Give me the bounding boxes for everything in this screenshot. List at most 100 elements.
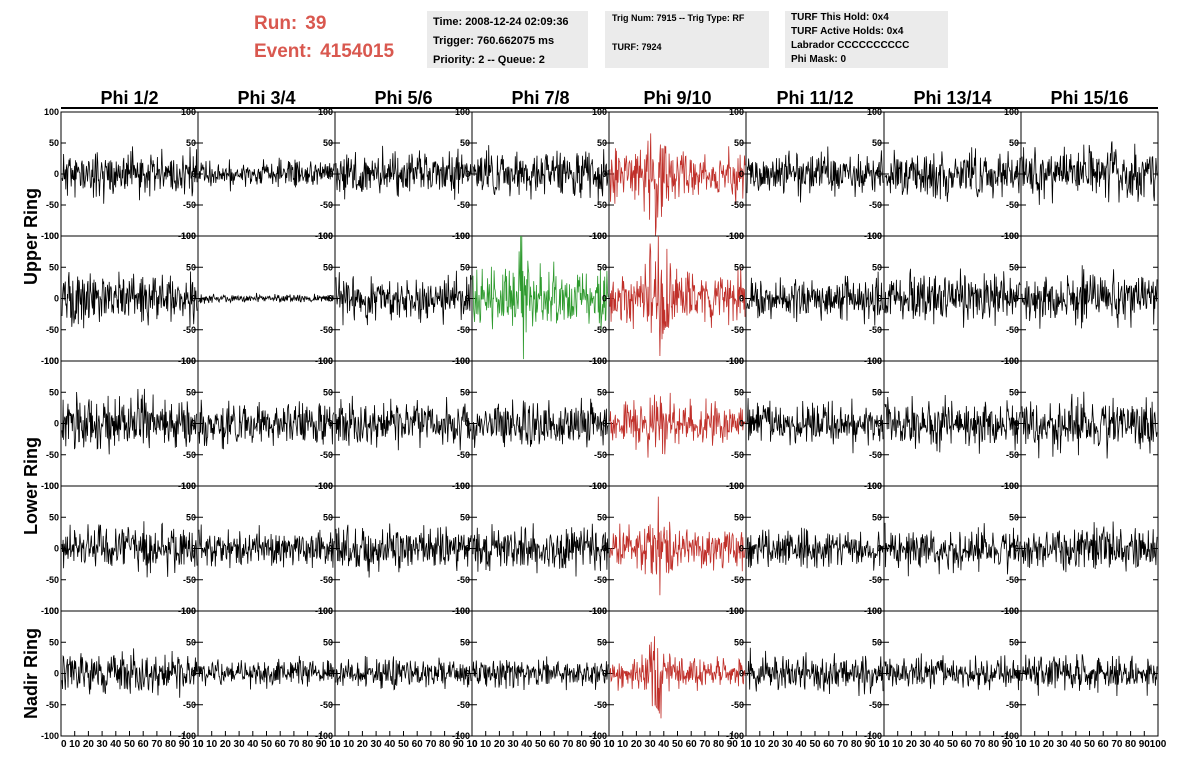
y-tick-label: -50	[869, 450, 882, 460]
waveform-trace	[1021, 391, 1158, 459]
y-tick-label: 50	[597, 138, 607, 148]
event-label: Event:	[254, 41, 313, 62]
y-tick-label: 50	[323, 637, 333, 647]
waveform-trace	[609, 235, 746, 357]
column-title-2: Phi 3/4	[237, 88, 295, 108]
x-tick-label: 0	[884, 739, 890, 750]
y-tick-label: 100	[592, 231, 607, 241]
y-tick-label: -100	[41, 481, 59, 491]
panel-frame	[471, 485, 610, 612]
y-tick-label: 100	[44, 606, 59, 616]
y-tick-label: 100	[1004, 231, 1019, 241]
x-tick-label: 40	[796, 739, 808, 750]
y-tick-label: 50	[734, 138, 744, 148]
y-tick-label: 0	[1014, 544, 1019, 554]
y-tick-label: 0	[739, 169, 744, 179]
x-tick-label: 70	[562, 739, 574, 750]
x-tick-label: 20	[83, 739, 95, 750]
y-tick-label: -50	[731, 700, 744, 710]
x-tick-label: 60	[961, 739, 973, 750]
waveform-trace	[472, 145, 609, 203]
y-tick-label: 100	[729, 231, 744, 241]
y-tick-label: 100	[867, 231, 882, 241]
y-tick-label: 0	[328, 294, 333, 304]
waveform-trace	[61, 146, 198, 204]
y-tick-label: 0	[602, 169, 607, 179]
x-tick-label: 60	[1098, 739, 1110, 750]
waveform-trace	[609, 133, 746, 237]
x-tick-label: 50	[398, 739, 410, 750]
y-tick-label: -50	[320, 450, 333, 460]
y-tick-label: -50	[1006, 200, 1019, 210]
y-tick-label: -50	[320, 200, 333, 210]
x-tick-label: 70	[288, 739, 300, 750]
y-tick-label: 100	[455, 107, 470, 117]
waveform-trace	[746, 146, 884, 203]
x-tick-label: 90	[1139, 739, 1151, 750]
x-tick-label: 70	[151, 739, 163, 750]
y-tick-label: 50	[49, 387, 59, 397]
run-label: Run:	[254, 13, 298, 34]
y-tick-label: 50	[734, 637, 744, 647]
y-tick-label: 100	[181, 606, 196, 616]
x-tick-label: 10	[192, 739, 204, 750]
y-tick-label: 0	[191, 544, 196, 554]
y-tick-label: 50	[460, 637, 470, 647]
waveform-trace	[198, 524, 335, 569]
y-tick-label: -50	[869, 325, 882, 335]
y-tick-label: -50	[320, 575, 333, 585]
y-tick-label: 0	[465, 294, 470, 304]
y-tick-label: 100	[1004, 356, 1019, 366]
x-tick-label: 50	[124, 739, 136, 750]
y-tick-label: 0	[54, 669, 59, 679]
waveform-trace	[472, 397, 609, 448]
x-tick-label: 80	[439, 739, 451, 750]
waveform-trace	[884, 268, 1021, 328]
x-tick-label: 90	[316, 739, 328, 750]
y-tick-label: 50	[1009, 138, 1019, 148]
waveform-trace	[609, 496, 746, 596]
y-tick-label: -50	[1006, 575, 1019, 585]
y-tick-label: 100	[455, 606, 470, 616]
y-tick-label: 50	[460, 138, 470, 148]
x-tick-label: 90	[1002, 739, 1014, 750]
trigger-info-box: Trig Num: 7915 -- Trig Type: RF TURF: 79…	[605, 11, 769, 68]
time-info-box: Time: 2008-12-24 02:09:36 Trigger: 760.6…	[427, 11, 588, 68]
time-line: Time: 2008-12-24 02:09:36	[433, 16, 569, 28]
column-title-7: Phi 13/14	[913, 88, 991, 108]
x-tick-label: 30	[234, 739, 246, 750]
y-tick-label: 100	[44, 231, 59, 241]
y-tick-label: 50	[734, 387, 744, 397]
y-tick-label: 0	[54, 294, 59, 304]
y-tick-label: 100	[181, 356, 196, 366]
y-tick-label: 100	[455, 231, 470, 241]
x-tick-label: 20	[357, 739, 369, 750]
y-tick-label: -50	[320, 700, 333, 710]
run-value: 39	[305, 13, 327, 34]
y-tick-label: 0	[191, 669, 196, 679]
x-tick-label: 50	[809, 739, 821, 750]
waveform-trace	[746, 527, 884, 571]
waveform-trace	[746, 271, 884, 326]
y-tick-label: 0	[602, 669, 607, 679]
y-tick-label: 50	[186, 138, 196, 148]
y-tick-label: 0	[465, 669, 470, 679]
x-tick-label: 80	[851, 739, 863, 750]
x-tick-label: 30	[645, 739, 657, 750]
y-tick-label: 0	[191, 169, 196, 179]
y-tick-label: 0	[54, 169, 59, 179]
y-tick-label: 50	[460, 512, 470, 522]
y-tick-label: 100	[318, 107, 333, 117]
waveform-trace	[884, 653, 1021, 691]
y-tick-label: 100	[592, 481, 607, 491]
column-title-6: Phi 11/12	[776, 88, 853, 108]
y-tick-label: 50	[49, 138, 59, 148]
waveform-trace	[472, 523, 609, 577]
waveform-trace	[335, 270, 472, 326]
y-tick-label: 0	[54, 544, 59, 554]
y-tick-label: -50	[869, 575, 882, 585]
y-tick-label: 50	[49, 262, 59, 272]
x-tick-label: 40	[384, 739, 396, 750]
y-tick-label: 50	[186, 387, 196, 397]
